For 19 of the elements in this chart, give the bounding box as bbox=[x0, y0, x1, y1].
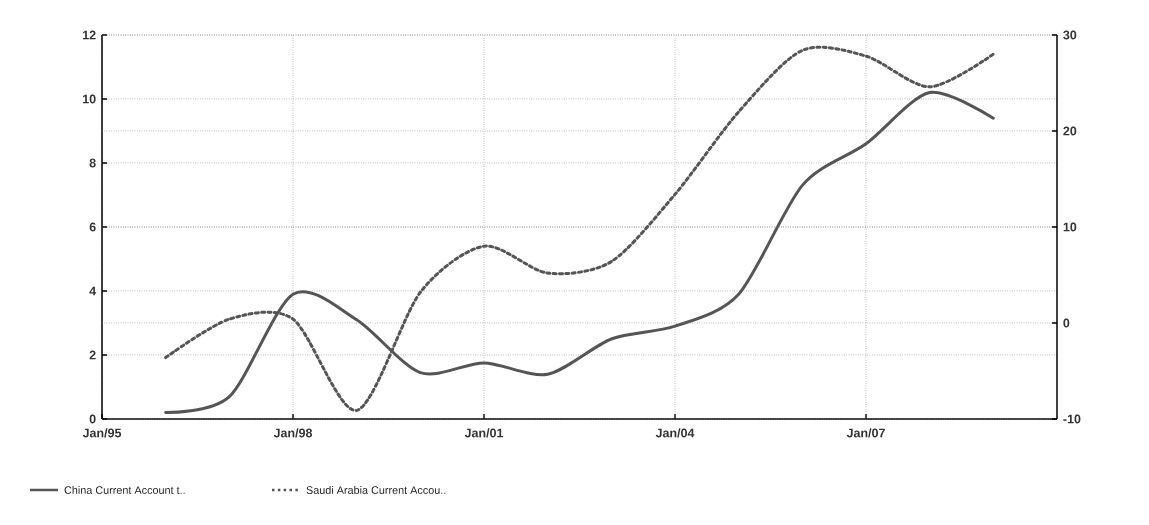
x-tick-label: Jan/95 bbox=[82, 428, 122, 438]
y-tick-label: 0 bbox=[89, 414, 96, 424]
y-tick-label: 8 bbox=[89, 158, 96, 168]
legend-label: Saudi Arabia Current Accou.. bbox=[306, 486, 446, 494]
x-tick-label: Jan/07 bbox=[846, 428, 885, 438]
y2-tick-label: 30 bbox=[1063, 30, 1077, 40]
x-tick-label: Jan/04 bbox=[655, 428, 695, 438]
y2-tick-label: 0 bbox=[1063, 318, 1070, 328]
x-tick-label: Jan/01 bbox=[464, 428, 504, 438]
y-tick-label: 2 bbox=[89, 350, 96, 360]
y-tick-label: 6 bbox=[89, 222, 96, 232]
y-tick-label: 4 bbox=[89, 286, 97, 296]
legend-label: China Current Account t.. bbox=[64, 486, 185, 494]
y2-tick-label: 10 bbox=[1063, 222, 1077, 232]
y-tick-label: 10 bbox=[83, 94, 96, 104]
x-tick-label: Jan/98 bbox=[273, 428, 313, 438]
y2-tick-label: -10 bbox=[1063, 414, 1081, 424]
y2-tick-label: 20 bbox=[1063, 126, 1077, 136]
y-tick-label: 12 bbox=[83, 30, 96, 40]
